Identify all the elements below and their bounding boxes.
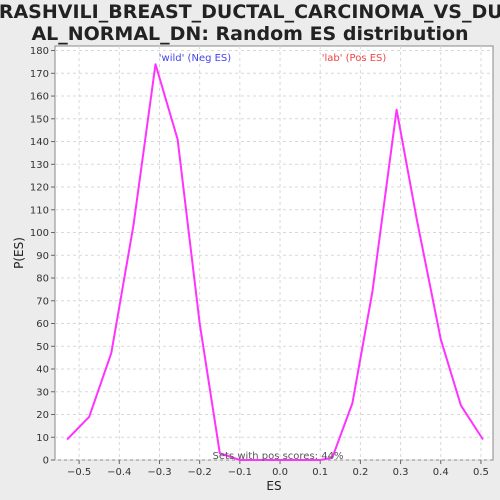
y-tick-label: 30 (36, 387, 49, 398)
y-tick-label: 150 (30, 114, 49, 125)
y-tick-label: 70 (36, 296, 49, 307)
x-tick-label: 0.5 (473, 467, 489, 478)
plot-area (54, 45, 494, 461)
y-tick-label: 60 (36, 319, 49, 330)
y-tick-label: 20 (36, 410, 49, 421)
y-tick-label: 90 (36, 251, 49, 262)
x-tick-label: 0.1 (312, 467, 328, 478)
y-tick-label: 10 (36, 433, 49, 444)
x-tick-label: −0.1 (228, 467, 252, 478)
x-tick-label: −0.3 (147, 467, 171, 478)
neg-es-label: 'wild' (Neg ES) (159, 53, 231, 64)
chart-title-line-2: AL_NORMAL_DN: Random ES distribution (31, 23, 468, 45)
y-tick-label: 40 (36, 365, 49, 376)
y-tick-label: 0 (43, 456, 49, 467)
pos-score-footnote: Sets with pos scores: 44% (213, 451, 344, 462)
series-layer (66, 63, 484, 461)
y-axis-label: P(ES) (12, 237, 26, 269)
y-tick-label: 160 (30, 92, 49, 103)
x-tick-label: 0.2 (352, 467, 368, 478)
x-tick-label: 0.0 (272, 467, 288, 478)
x-tick-label: −0.5 (67, 467, 91, 478)
y-tick-label: 130 (30, 160, 49, 171)
y-tick-label: 80 (36, 274, 49, 285)
y-tick-label: 180 (30, 46, 49, 57)
y-tick-label: 120 (30, 183, 49, 194)
y-tick-label: 100 (30, 228, 49, 239)
x-tick-label: 0.4 (433, 467, 449, 478)
x-tick-label: −0.4 (107, 467, 131, 478)
y-tick-label: 170 (30, 69, 49, 80)
x-tick-label: 0.3 (393, 467, 409, 478)
y-tick-label: 50 (36, 342, 49, 353)
es-distribution-line (66, 63, 484, 461)
chart-title-line-1: TURASHVILI_BREAST_DUCTAL_CARCINOMA_VS_DU… (0, 1, 500, 23)
axes: 0 10 20 30 40 50 60 70 80 90 100 110 120 130 140 150 160… (30, 46, 489, 478)
y-tick-label: 110 (30, 205, 49, 216)
grid-lines (55, 46, 493, 461)
pos-es-label: 'lab' (Pos ES) (322, 53, 387, 64)
x-axis-label: ES (266, 479, 281, 493)
y-tick-label: 140 (30, 137, 49, 148)
x-tick-label: −0.2 (188, 467, 212, 478)
